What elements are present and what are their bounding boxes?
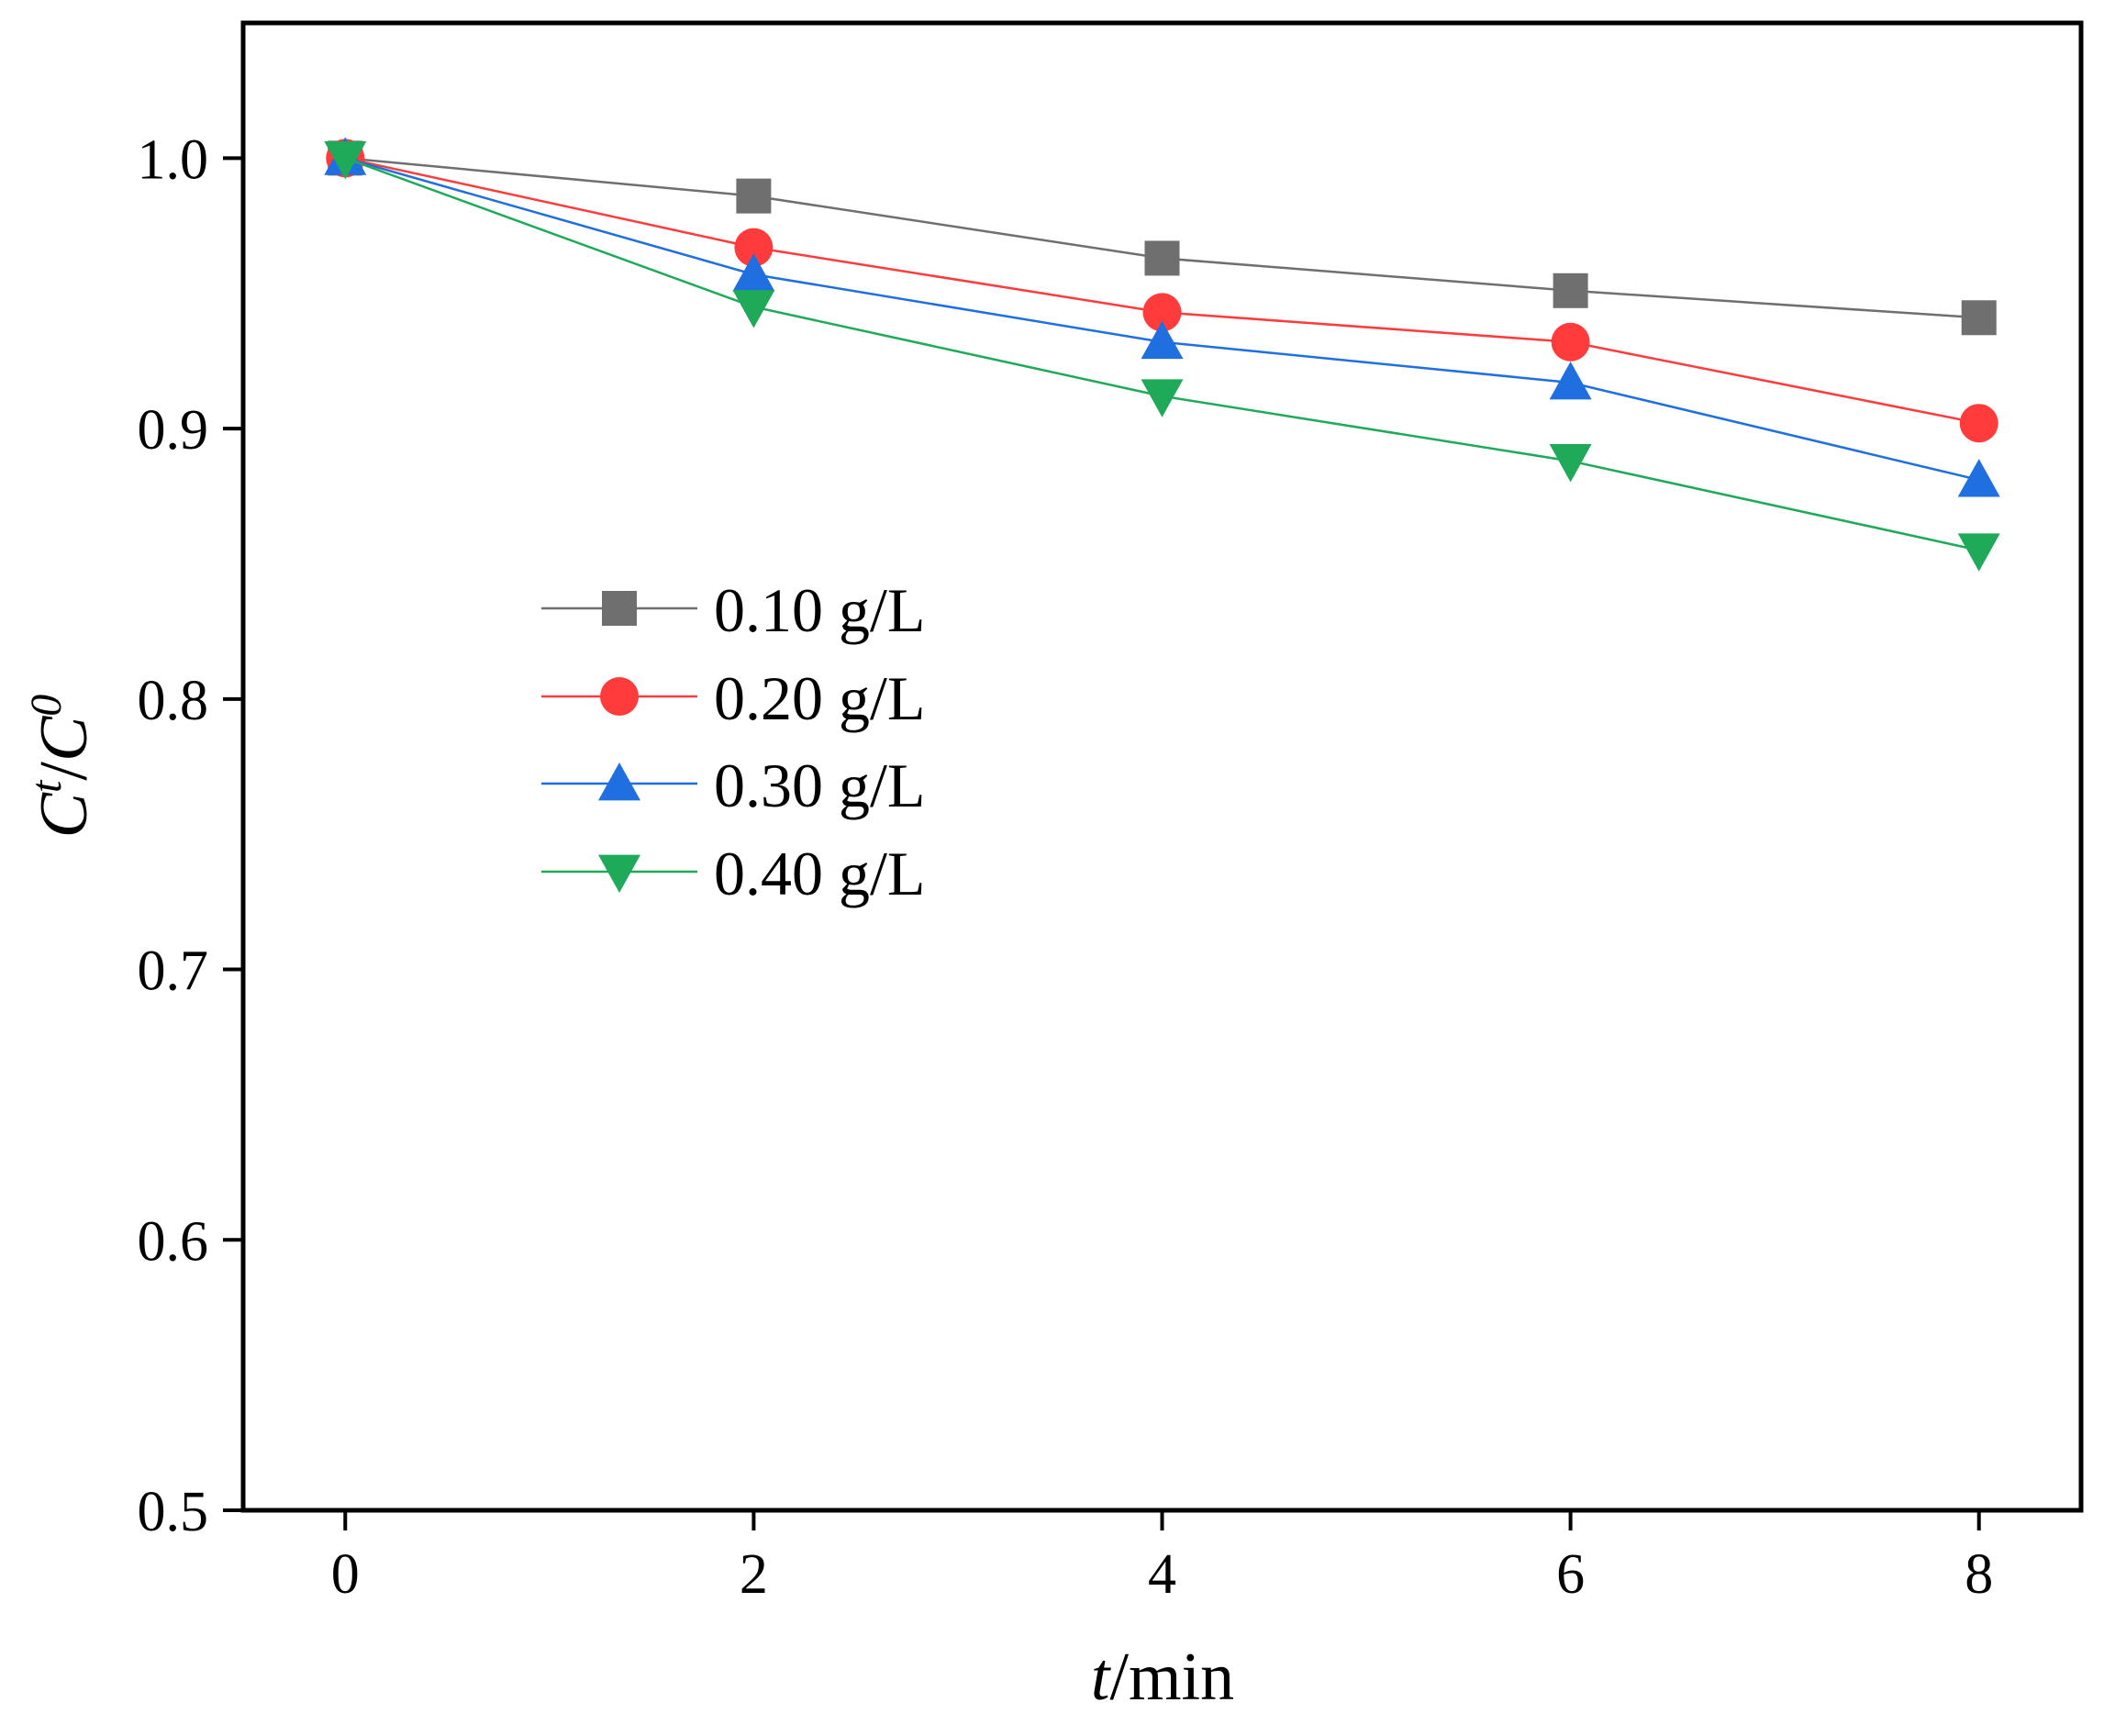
data-point-marker xyxy=(732,290,775,328)
data-point-marker xyxy=(736,178,772,214)
y-tick-label: 1.0 xyxy=(138,128,209,191)
data-point-marker xyxy=(732,253,775,292)
y-axis-tick-labels: 0.5 0.6 0.7 0.8 0.9 1.0 xyxy=(138,128,209,1543)
x-tick-label: 4 xyxy=(1148,1543,1176,1606)
x-tick-label: 2 xyxy=(740,1543,768,1606)
data-point-marker xyxy=(1553,273,1588,308)
y-axis-ticks xyxy=(223,156,243,1512)
data-point-marker xyxy=(1957,533,2000,572)
data-point-marker xyxy=(1959,404,1998,443)
y-axis-title-c0: C xyxy=(27,715,102,762)
y-axis-title-slash: / xyxy=(27,762,102,781)
legend-label: 0.40 g/L xyxy=(714,839,925,908)
x-axis-ticks xyxy=(343,1510,1981,1530)
legend-label: 0.10 g/L xyxy=(714,575,925,645)
series-layer xyxy=(324,137,2000,572)
legend-marker xyxy=(598,854,640,893)
x-axis-title-unit: /min xyxy=(1109,1640,1234,1715)
legend-marker xyxy=(602,591,637,626)
x-tick-label: 8 xyxy=(1965,1543,1993,1606)
data-point-marker xyxy=(324,140,367,180)
legend-label: 0.20 g/L xyxy=(714,663,925,733)
series-4 xyxy=(324,140,2000,572)
legend: 0.10 g/L 0.20 g/L 0.30 g/L 0.40 g/L xyxy=(541,575,925,908)
x-axis-title-variable: t xyxy=(1091,1640,1112,1715)
y-axis-title-c: C xyxy=(27,791,102,838)
data-point-marker xyxy=(1144,240,1180,276)
legend-symbols xyxy=(541,591,697,893)
data-point-marker xyxy=(1142,293,1182,332)
data-point-marker xyxy=(1141,320,1184,360)
y-axis-title-sup-0: 0 xyxy=(22,695,71,717)
y-tick-label: 0.9 xyxy=(138,399,209,462)
y-axis-title: Ct/C0 xyxy=(22,695,102,839)
data-point-marker xyxy=(1549,444,1592,483)
data-point-marker xyxy=(1551,322,1590,362)
legend-marker xyxy=(600,677,639,716)
y-tick-label: 0.5 xyxy=(138,1481,209,1543)
x-tick-label: 0 xyxy=(331,1543,360,1606)
data-point-marker xyxy=(1957,459,2000,497)
y-tick-label: 0.8 xyxy=(138,670,209,732)
x-axis-title: t/min xyxy=(1091,1640,1234,1715)
x-axis-tick-labels: 0 2 4 6 8 xyxy=(331,1543,1993,1606)
y-tick-label: 0.6 xyxy=(138,1210,209,1273)
x-tick-label: 6 xyxy=(1556,1543,1585,1606)
y-axis-title-sup-t: t xyxy=(22,779,71,793)
data-point-marker xyxy=(1961,300,1997,336)
data-point-marker xyxy=(1141,379,1184,417)
y-tick-label: 0.7 xyxy=(138,940,209,1003)
legend-label: 0.30 g/L xyxy=(714,751,925,820)
data-point-marker xyxy=(734,228,774,267)
data-point-marker xyxy=(1549,361,1592,400)
legend-marker xyxy=(598,762,640,801)
